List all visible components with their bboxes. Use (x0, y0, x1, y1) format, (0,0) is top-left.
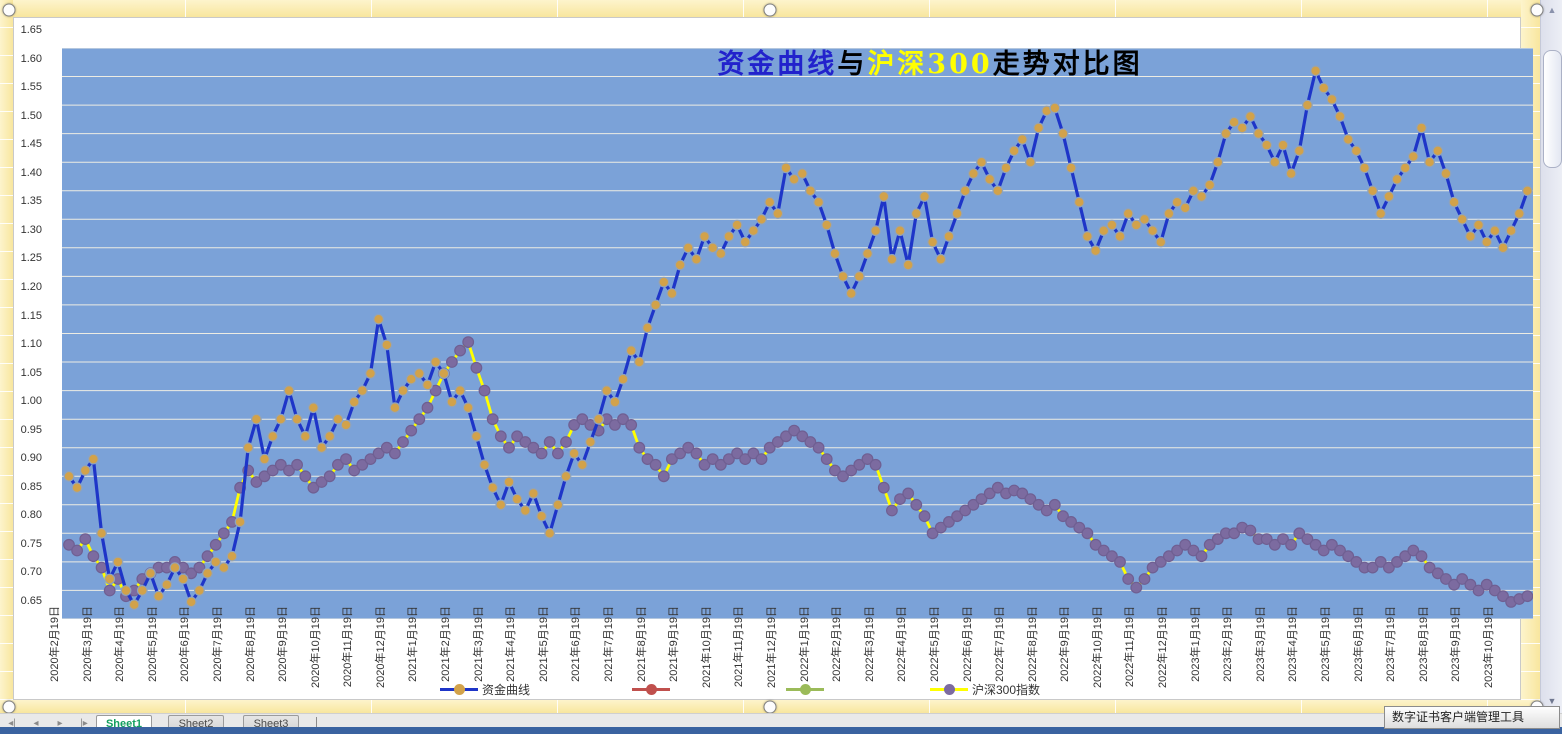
x-axis-label: 2023年1月19日 (1189, 606, 1202, 682)
x-axis-label: 2022年10月19日 (1091, 606, 1104, 688)
x-axis-label: 2023年8月19日 (1417, 606, 1430, 682)
x-axis-label: 2020年3月19日 (81, 606, 94, 682)
y-axis-label: 1.50 (20, 109, 42, 122)
y-axis-label: 0.75 (20, 537, 42, 550)
chart-plot-area[interactable] (62, 48, 1533, 619)
chart-title-part-trend: 走势对比图 (992, 49, 1143, 80)
chart-resize-handle-top-center[interactable] (763, 3, 777, 17)
scrollbar-thumb[interactable] (1543, 50, 1562, 168)
x-axis-label: 2022年4月19日 (896, 606, 909, 682)
legend-series3-marker-icon (800, 683, 811, 695)
x-axis-label: 2020年11月19日 (342, 606, 355, 688)
x-axis-label: 2020年8月19日 (244, 606, 257, 682)
x-axis-label: 2022年11月19日 (1124, 606, 1137, 688)
y-axis-label: 1.65 (20, 24, 42, 36)
chart-title-part-and: 与 (837, 49, 868, 80)
x-axis-label: 2022年12月19日 (1157, 606, 1170, 688)
tooltip: 数字证书客户端管理工具 (1384, 706, 1560, 729)
legend-item-index[interactable]: 沪深300指数 (930, 681, 1040, 697)
y-axis-label: 1.60 (20, 52, 42, 65)
tab-scroll-prev-icon[interactable]: ◂ (33, 718, 39, 728)
y-axis-label: 1.35 (20, 195, 42, 208)
y-axis-label: 1.15 (20, 309, 42, 322)
x-axis-label: 2022年3月19日 (863, 606, 876, 682)
y-axis-label: 0.85 (20, 480, 42, 493)
chart-object[interactable] (13, 17, 1533, 700)
legend-series3-line-swatch (786, 683, 824, 695)
legend-fund-line-swatch (440, 683, 478, 695)
tab-scroll-next-icon[interactable]: ▸ (57, 718, 63, 728)
x-axis-label: 2023年3月19日 (1254, 606, 1267, 682)
x-axis-label: 2021年10月19日 (700, 606, 713, 688)
legend-fund-label: 资金曲线 (482, 682, 531, 697)
x-axis-label: 2020年12月19日 (374, 606, 387, 688)
legend-item-fund[interactable]: 资金曲线 (440, 681, 530, 697)
x-axis-label: 2021年11月19日 (733, 606, 746, 688)
y-axis-label: 0.70 (20, 566, 42, 579)
x-axis-label: 2023年6月19日 (1352, 606, 1365, 682)
x-axis-label: 2020年4月19日 (114, 606, 127, 682)
x-axis-label: 2023年7月19日 (1385, 606, 1398, 682)
chart-resize-handle-bottom-center[interactable] (763, 700, 777, 714)
x-axis-label: 2020年9月19日 (277, 606, 290, 682)
sheet-tab-sheet2[interactable]: Sheet2 (168, 715, 224, 728)
chart-resize-handle-top-left[interactable] (2, 3, 16, 17)
legend-index-label: 沪深300指数 (972, 682, 1041, 697)
y-axis-label: 1.10 (20, 338, 42, 351)
legend-index-marker-icon (944, 683, 955, 695)
x-axis-label: 2021年6月19日 (570, 606, 583, 682)
x-axis-label: 2023年5月19日 (1320, 606, 1332, 682)
sheet-tab-bar: ◂| ◂ ▸ |▸ Sheet1 Sheet2 Sheet3 (0, 713, 1562, 728)
tab-scroll-first-icon[interactable]: ◂| (8, 718, 16, 728)
x-axis-label: 2020年5月19日 (146, 606, 159, 682)
chart-title[interactable]: 资金曲线与沪深300走势对比图 (717, 42, 1142, 81)
x-axis-label: 2022年9月19日 (1059, 606, 1072, 682)
x-axis-label: 2020年6月19日 (179, 606, 192, 682)
y-axis-label: 0.80 (20, 509, 42, 522)
y-axis-label: 1.45 (20, 138, 42, 151)
sheet-tab-sheet1[interactable]: Sheet1 (96, 715, 152, 728)
legend-series2-marker-icon (646, 683, 657, 695)
tab-scroll-last-icon[interactable]: |▸ (80, 718, 88, 728)
x-axis-label: 2021年12月19日 (765, 606, 778, 688)
legend-series2-line-swatch (632, 683, 670, 695)
y-axis-label: 0.65 (20, 595, 42, 607)
scrollbar-up-arrow-icon[interactable]: ▲ (1547, 5, 1557, 15)
y-axis-label: 1.55 (20, 81, 42, 94)
x-axis-label: 2023年10月19日 (1482, 606, 1495, 688)
y-axis-label: 1.40 (20, 166, 42, 179)
chart-title-part-index: 沪深300 (867, 49, 993, 80)
y-axis-label: 0.90 (20, 452, 42, 465)
x-axis-label: 2020年2月19日 (49, 606, 61, 682)
x-axis-label: 2021年5月19日 (537, 606, 550, 682)
x-axis-label: 2023年2月19日 (1222, 606, 1235, 682)
worksheet-cells-left[interactable] (0, 0, 13, 713)
x-axis-label: 2023年4月19日 (1287, 606, 1300, 682)
y-axis-label: 1.00 (20, 395, 42, 408)
y-axis-label: 1.20 (20, 280, 42, 293)
y-axis-label: 1.25 (20, 252, 42, 265)
legend-fund-marker-icon (454, 683, 465, 695)
legend-item-series2[interactable] (632, 681, 674, 697)
x-axis-label: 2021年1月19日 (407, 606, 420, 682)
chart-resize-handle-bottom-left[interactable] (2, 700, 16, 714)
tab-divider (316, 717, 317, 728)
x-axis-label: 2022年2月19日 (831, 606, 844, 682)
x-axis-label: 2020年10月19日 (309, 606, 322, 688)
chart-title-part-fund: 资金曲线 (717, 49, 838, 80)
x-axis-label: 2023年9月19日 (1450, 606, 1463, 682)
y-axis-label: 1.30 (20, 223, 42, 236)
y-axis-label: 1.05 (20, 366, 42, 379)
sheet-tab-sheet3[interactable]: Sheet3 (243, 715, 299, 728)
legend-item-series3[interactable] (786, 681, 828, 697)
status-strip (0, 727, 1562, 734)
x-axis-label: 2020年7月19日 (211, 606, 224, 682)
x-axis-label: 2021年7月19日 (603, 606, 616, 682)
legend-index-line-swatch (930, 683, 968, 695)
chart-resize-handle-top-right[interactable] (1530, 3, 1544, 17)
vertical-scrollbar[interactable]: ▲ ▼ (1540, 0, 1562, 713)
y-axis-label: 0.95 (20, 423, 42, 436)
scrollbar-down-arrow-icon[interactable]: ▼ (1547, 696, 1557, 706)
